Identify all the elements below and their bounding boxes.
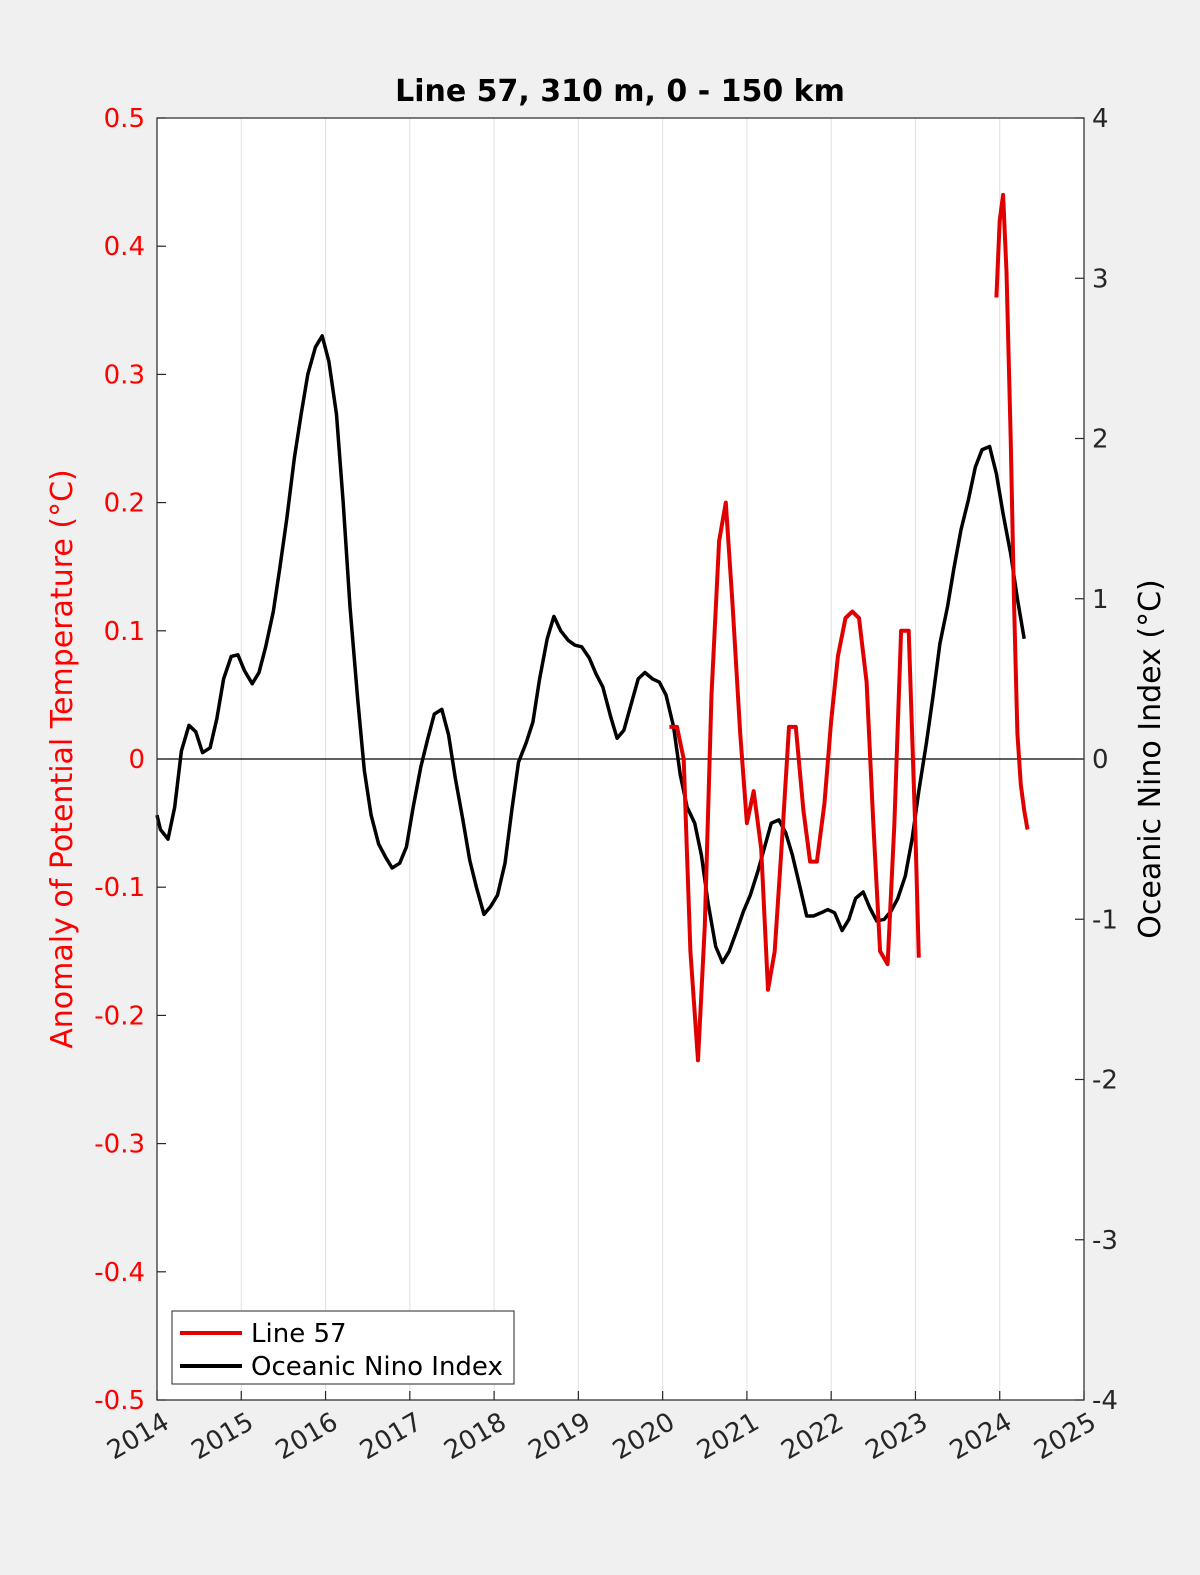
y-left-tick-label: 0.5 (104, 104, 145, 134)
legend-label-line57: Line 57 (251, 1319, 347, 1349)
x-tick-label: 2024 (945, 1407, 1017, 1466)
y-left-tick-label: -0.1 (94, 873, 145, 903)
y-left-tick-label: -0.4 (94, 1258, 145, 1288)
y-right-tick-label: 2 (1092, 425, 1109, 455)
x-tick-label: 2015 (186, 1407, 258, 1466)
y-left-tick-label: 0.1 (104, 617, 145, 647)
x-tick-label: 2016 (271, 1407, 343, 1466)
series-layer (155, 192, 1030, 1063)
x-tick-label: 2021 (692, 1407, 764, 1466)
y-left-tick-label: -0.3 (94, 1130, 145, 1160)
left-axis-label: Anomaly of Potential Temperature (°C) (45, 469, 80, 1048)
y-left-tick-label: 0 (128, 745, 145, 775)
y-right-tick-label: -3 (1092, 1226, 1118, 1256)
x-tick-label: 2023 (861, 1407, 933, 1466)
y-left-tick-label: 0.3 (104, 360, 145, 390)
x-tick-label: 2025 (1029, 1407, 1101, 1466)
y-right-tick-label: 1 (1092, 585, 1109, 615)
series-line57-segment-0 (669, 500, 921, 1063)
y-right-tick-label: -2 (1092, 1066, 1118, 1096)
chart-title: Line 57, 310 m, 0 - 150 km (395, 74, 845, 109)
y-left-tick-label: -0.2 (94, 1001, 145, 1031)
right-axis-label: Oceanic Nino Index (°C) (1133, 579, 1168, 939)
legend: Line 57 Oceanic Nino Index (171, 1310, 515, 1385)
x-tick-label: 2018 (439, 1407, 511, 1466)
y-right-tick-label: -4 (1092, 1386, 1118, 1416)
legend-label-oni: Oceanic Nino Index (251, 1352, 503, 1382)
y-left-tick-label: 0.4 (104, 232, 145, 262)
x-tick-label: 2022 (776, 1407, 848, 1466)
y-right-tick-label: 3 (1092, 264, 1109, 294)
x-tick-label: 2020 (608, 1407, 680, 1466)
y-right-tick-label: -1 (1092, 905, 1118, 935)
legend-box (171, 1310, 515, 1385)
y-left-tick-label: 0.2 (104, 489, 145, 519)
y-right-tick-label: 0 (1092, 745, 1109, 775)
series-line57-segment-1 (994, 192, 1030, 830)
x-tick-label: 2019 (524, 1407, 596, 1466)
y-left-tick-label: -0.5 (94, 1386, 145, 1416)
y-right-tick-label: 4 (1092, 104, 1109, 134)
x-tick-label: 2017 (355, 1407, 427, 1466)
